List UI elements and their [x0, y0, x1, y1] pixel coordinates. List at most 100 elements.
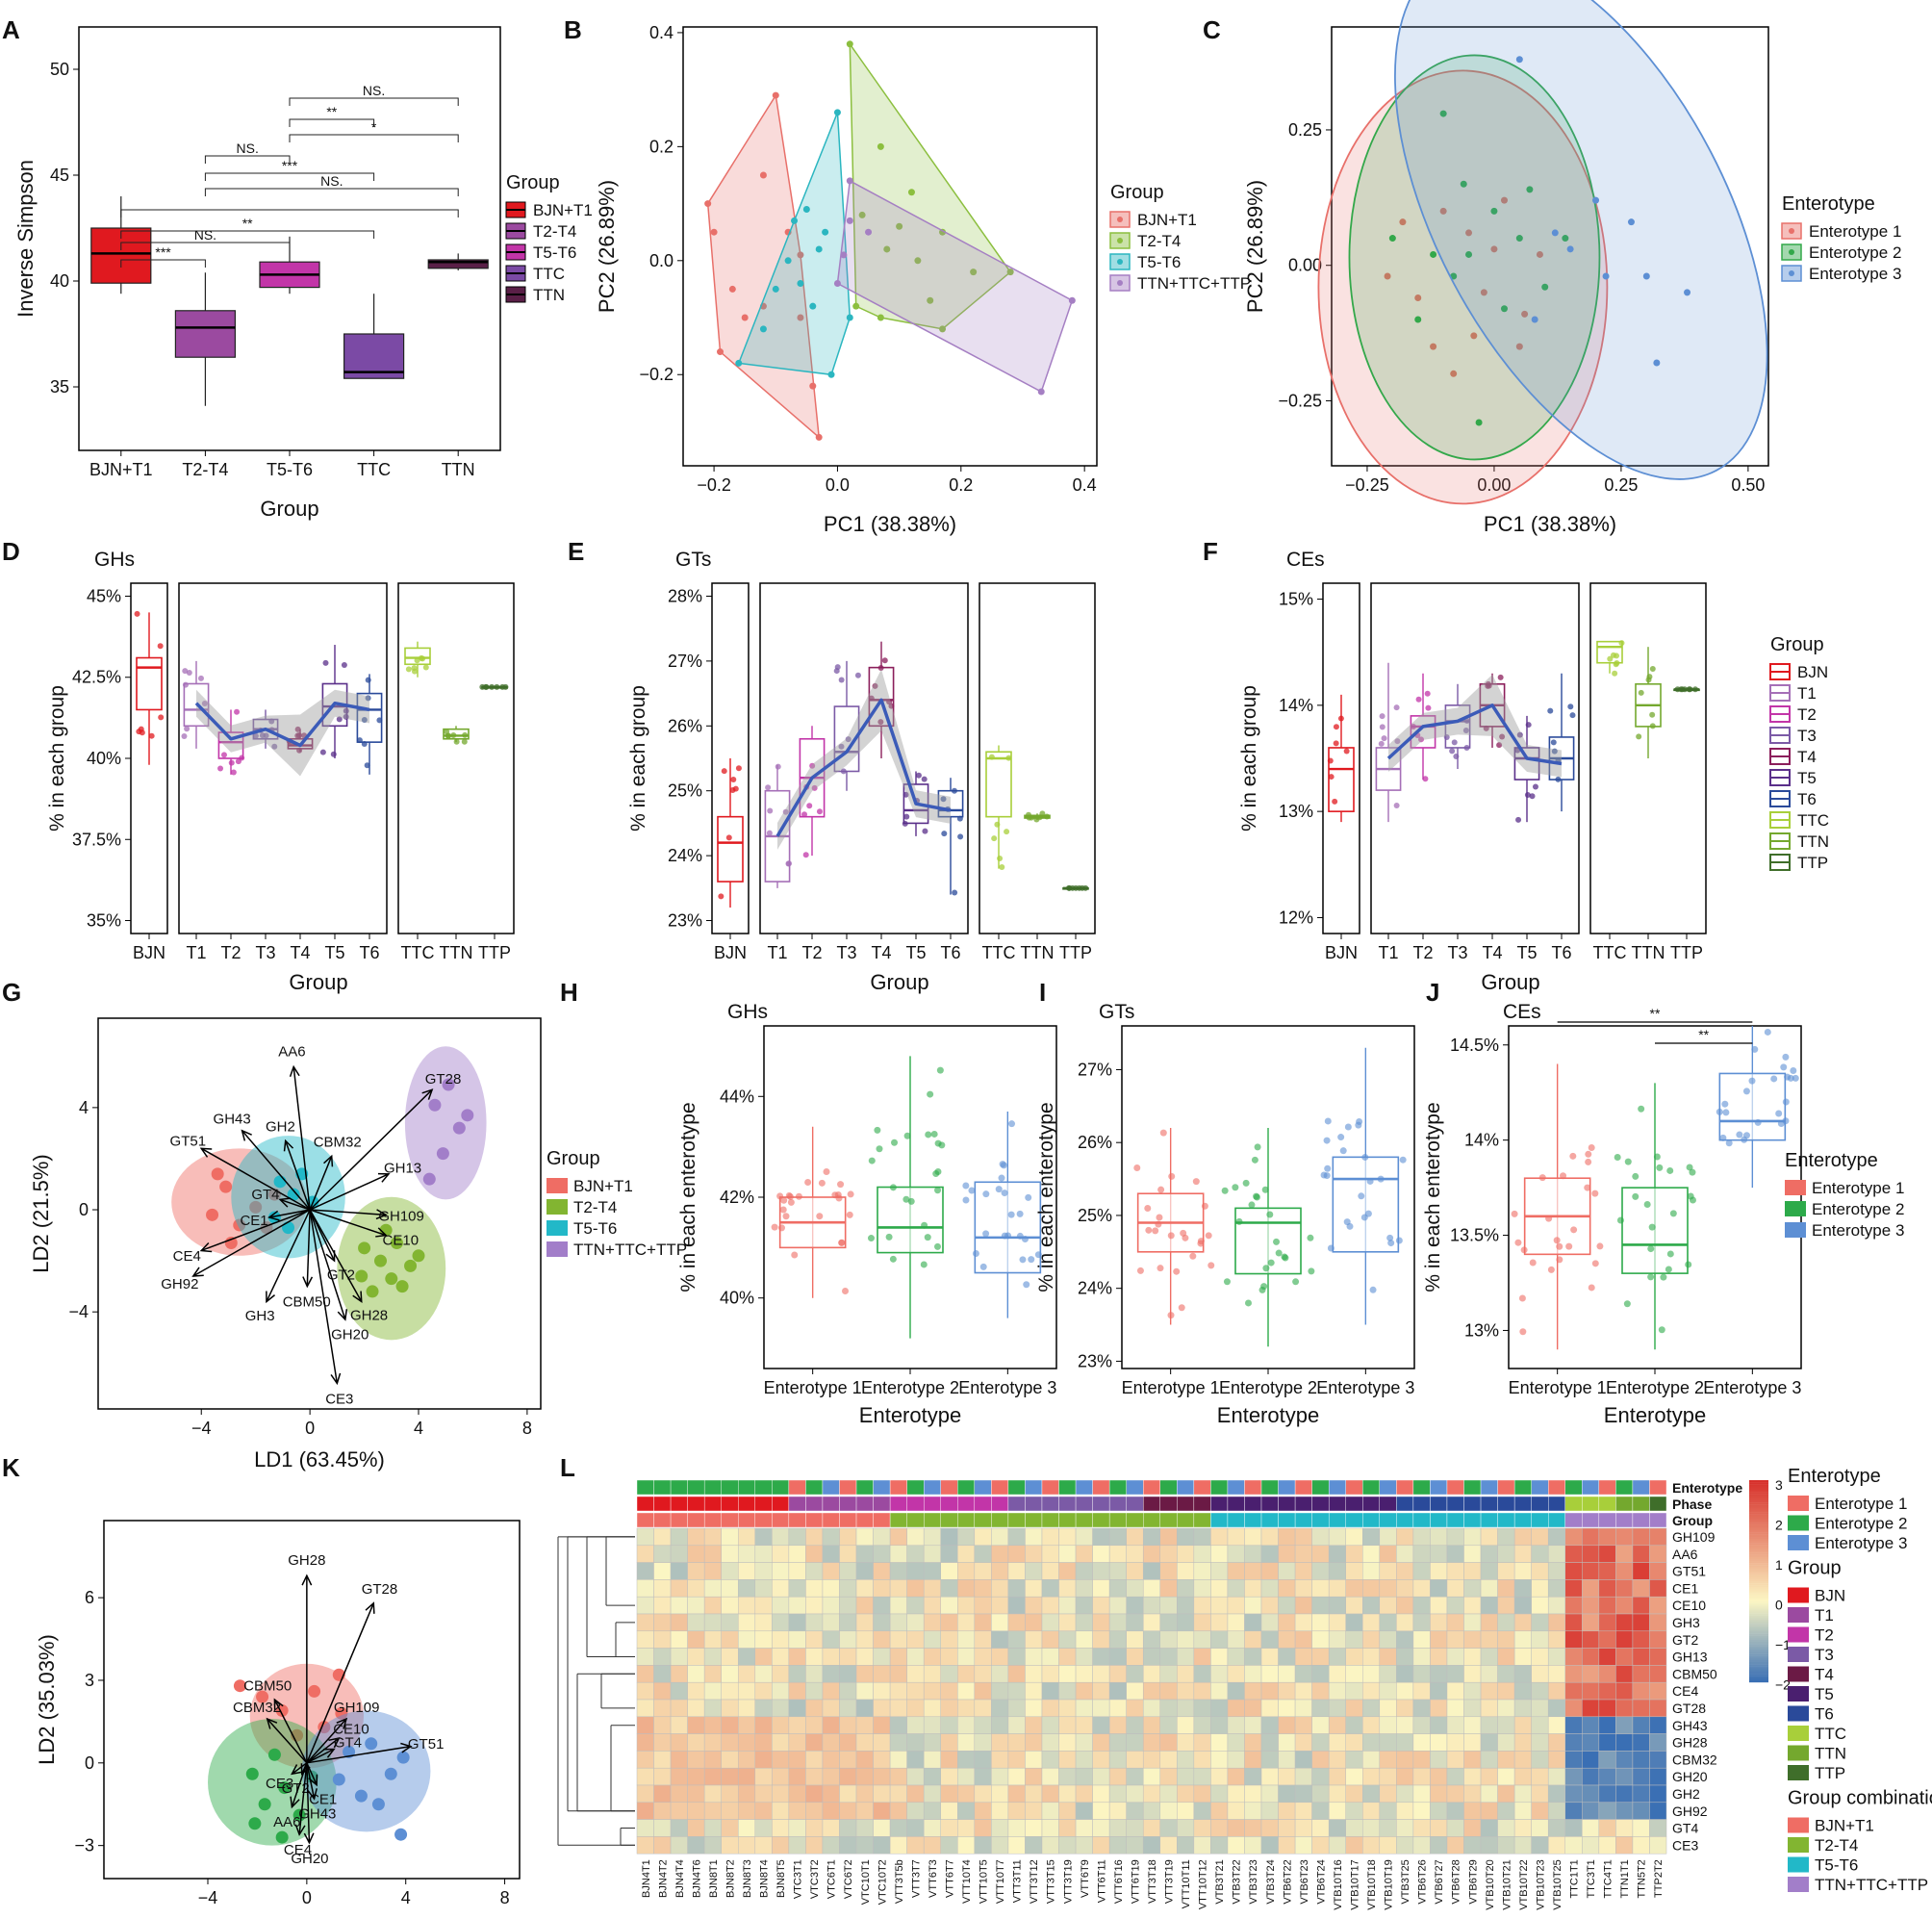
heat-cell: [1430, 1767, 1448, 1786]
heat-cell: [1227, 1630, 1245, 1649]
heat-cell: [754, 1751, 773, 1769]
heat-cell: [1328, 1579, 1346, 1598]
heat-cell: [1025, 1527, 1043, 1547]
heat-cell: [1058, 1802, 1077, 1820]
heat-cell: [1480, 1767, 1498, 1786]
annot-group-cell: [923, 1512, 941, 1528]
jitter-Enterotype 2: [1614, 1154, 1621, 1162]
heat-cell: [1582, 1681, 1600, 1701]
jitter-TTN: [462, 731, 469, 738]
jitter-Enterotype 1: [1565, 1242, 1573, 1250]
heat-cell: [772, 1681, 790, 1701]
heat-cell: [873, 1819, 891, 1837]
panel-C-x-tick-label: −0.25: [1345, 475, 1389, 495]
heat-cell: [1058, 1819, 1077, 1837]
heat-cell: [1058, 1545, 1077, 1563]
loading-arrow-CE1: [306, 1762, 318, 1786]
loading-label-GH28: GH28: [350, 1308, 388, 1324]
heat-col-label: VTT10T12: [1198, 1859, 1209, 1909]
annot-enterotype-cell: [1362, 1479, 1381, 1496]
loading-label-CBM50: CBM50: [283, 1294, 331, 1311]
heat-cell: [1041, 1545, 1059, 1563]
heat-cell: [1513, 1545, 1532, 1563]
jitter-TTP: [1691, 686, 1698, 693]
jitter-Enterotype 1: [1205, 1232, 1212, 1240]
heat-cell: [1463, 1716, 1482, 1734]
heat-cell: [653, 1665, 672, 1683]
jitter-TTC: [418, 654, 424, 661]
heat-cell: [1362, 1648, 1381, 1666]
colorbar-step: [1749, 1657, 1768, 1661]
heat-cell: [1159, 1802, 1178, 1820]
heat-cell: [1632, 1784, 1650, 1804]
heat-cell: [1497, 1545, 1515, 1563]
heat-cell: [687, 1767, 705, 1786]
arrow-head: [266, 1291, 275, 1304]
heat-cell: [957, 1562, 976, 1580]
x-tick-label-T4: T4: [290, 943, 310, 962]
heat-cell: [687, 1836, 705, 1855]
jitter-Enterotype 3: [1034, 1251, 1042, 1259]
heat-cell: [1582, 1819, 1600, 1837]
jitter-Enterotype 1: [1511, 1210, 1518, 1217]
panel-A-x-tick-label: T5-T6: [267, 460, 313, 479]
annot-phase-cell: [1362, 1496, 1381, 1512]
heat-cell: [1430, 1562, 1448, 1580]
x-tick-label-T5: T5: [1516, 943, 1537, 962]
heat-cell: [1311, 1767, 1330, 1786]
annot-phase-cell: [906, 1496, 925, 1512]
panel-D-y-tick-label: 40%: [87, 749, 121, 768]
point-TTN+TTC+TTP: [428, 1098, 442, 1112]
jitter-T2: [1410, 724, 1416, 730]
jitter-Enterotype 1: [1178, 1304, 1185, 1312]
jitter-Enterotype 2: [1666, 1250, 1674, 1258]
heat-cell: [1075, 1545, 1093, 1563]
jitter-Enterotype 1: [1529, 1259, 1537, 1267]
heat-cell: [1328, 1545, 1346, 1563]
heat-cell: [703, 1802, 722, 1820]
panel-A-y-tick-label: 45: [50, 166, 69, 185]
annot-enterotype-cell: [1513, 1479, 1532, 1496]
loading-arrow-GT51: [200, 1147, 311, 1211]
heat-cell: [873, 1630, 891, 1649]
heat-cell: [1177, 1699, 1195, 1718]
annot-group-cell: [1210, 1512, 1229, 1528]
heat-cell: [1244, 1802, 1262, 1820]
heat-cell: [1598, 1527, 1616, 1547]
annot-group-cell: [1227, 1512, 1245, 1528]
heat-cell: [721, 1648, 739, 1666]
x-tick-label-T2: T2: [1412, 943, 1433, 962]
heat-cell: [1379, 1579, 1397, 1598]
annot-enterotype-cell: [1294, 1479, 1312, 1496]
heat-cell: [754, 1648, 773, 1666]
heat-cell: [805, 1699, 824, 1718]
jitter-Enterotype 2: [1648, 1223, 1656, 1231]
heat-cell: [1328, 1613, 1346, 1632]
legend-key: [1788, 1877, 1809, 1892]
heat-cell: [1007, 1716, 1026, 1734]
panel-K-x-tick-label: 4: [401, 1888, 411, 1907]
jitter-TTC: [1612, 670, 1618, 677]
heat-cell: [873, 1681, 891, 1701]
annot-phase-cell: [670, 1496, 688, 1512]
heat-cell: [940, 1784, 958, 1804]
jitter-Enterotype 3: [968, 1187, 976, 1194]
heat-cell: [1177, 1665, 1195, 1683]
jitter-T3: [854, 672, 861, 678]
heat-cell: [1564, 1665, 1583, 1683]
heat-cell: [1615, 1733, 1634, 1752]
heat-cell: [1531, 1681, 1549, 1701]
jitter-Enterotype 1: [1197, 1238, 1205, 1245]
loading-arrow-GH92: [192, 1209, 311, 1277]
heat-cell: [873, 1648, 891, 1666]
jitter-Enterotype 3: [1008, 1120, 1016, 1128]
heat-cell: [737, 1802, 756, 1820]
heat-cell: [1260, 1613, 1279, 1632]
heat-cell: [1193, 1716, 1211, 1734]
heat-cell: [653, 1613, 672, 1632]
heat-row-label: CBM50: [1672, 1666, 1717, 1681]
legend-key: [547, 1178, 568, 1193]
heat-cell: [991, 1699, 1009, 1718]
heat-cell: [754, 1562, 773, 1580]
heat-cell: [754, 1733, 773, 1752]
